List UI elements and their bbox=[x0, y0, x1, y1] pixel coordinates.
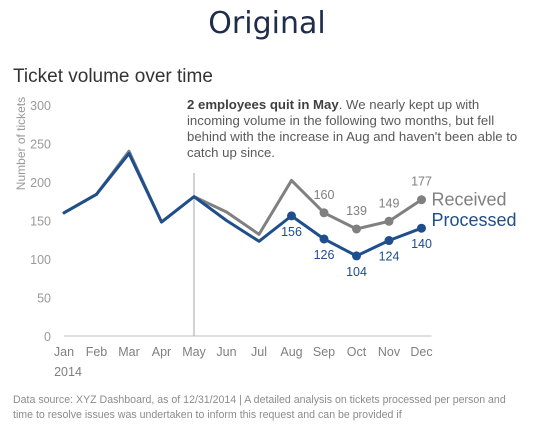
x-tick-label: May bbox=[182, 345, 206, 359]
chart-annotation: 2 employees quit in May. We nearly kept … bbox=[187, 97, 522, 161]
processed-data-label: 126 bbox=[314, 248, 335, 262]
series-label-processed: Processed bbox=[432, 210, 517, 230]
processed-point bbox=[417, 223, 426, 233]
x-tick-label: Jan bbox=[54, 345, 74, 359]
series-line-received bbox=[62, 149, 423, 236]
processed-point bbox=[287, 211, 296, 221]
annotation-text: . We nearly kept up with incoming volume… bbox=[187, 97, 518, 160]
x-tick-label: Dec bbox=[410, 345, 432, 359]
x-tick-label: Aug bbox=[280, 345, 302, 359]
received-point bbox=[417, 195, 426, 205]
y-tick-label: 50 bbox=[37, 292, 51, 306]
data-source-note: Data source: XYZ Dashboard, as of 12/31/… bbox=[13, 394, 506, 421]
x-tick-label: Jun bbox=[216, 345, 236, 359]
x-tick-label: Sep bbox=[313, 345, 335, 359]
processed-data-label: 140 bbox=[411, 237, 432, 251]
x-tick-label: Nov bbox=[378, 345, 401, 359]
series-line-processed bbox=[62, 152, 423, 258]
x-tick-label: Jul bbox=[251, 345, 267, 359]
chart-title: Ticket volume over time bbox=[13, 66, 213, 87]
received-point bbox=[384, 216, 394, 226]
y-tick-label: 150 bbox=[30, 215, 51, 229]
processed-data-label: 104 bbox=[346, 265, 367, 279]
x-tick-label: Oct bbox=[347, 345, 367, 359]
x-tick-label: Apr bbox=[152, 345, 171, 359]
received-point bbox=[352, 224, 361, 234]
y-tick-label: 300 bbox=[30, 99, 51, 113]
annotation-bold: 2 employees quit in May bbox=[187, 97, 339, 112]
page-heading: Original bbox=[208, 6, 326, 41]
received-data-label: 160 bbox=[314, 188, 335, 202]
processed-data-label: 124 bbox=[379, 250, 400, 264]
x-tick-label: Mar bbox=[118, 345, 140, 359]
x-tick-label: Feb bbox=[86, 345, 108, 359]
y-tick-label: 100 bbox=[30, 253, 51, 267]
processed-point bbox=[319, 234, 329, 244]
y-tick-label: 200 bbox=[30, 176, 51, 190]
received-data-label: 139 bbox=[346, 204, 367, 218]
processed-point bbox=[352, 251, 361, 261]
received-point bbox=[319, 208, 329, 218]
received-data-label: 149 bbox=[379, 196, 400, 210]
x-year-label: 2014 bbox=[54, 365, 82, 379]
received-data-label: 177 bbox=[411, 175, 432, 189]
y-tick-label: 0 bbox=[44, 330, 51, 344]
series-label-received: Received bbox=[432, 190, 507, 210]
y-tick-label: 250 bbox=[30, 138, 51, 152]
processed-point bbox=[384, 236, 394, 246]
processed-data-label: 156 bbox=[281, 225, 302, 239]
y-axis-label: Number of tickets bbox=[14, 97, 28, 190]
